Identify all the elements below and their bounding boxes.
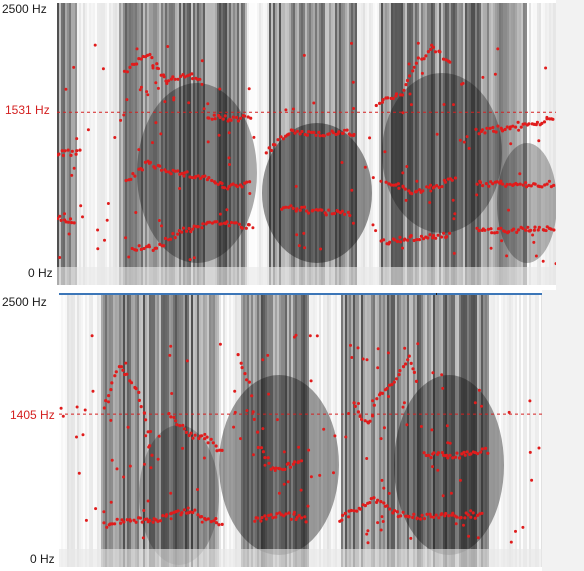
freq-max-label: 2500 Hz	[2, 2, 47, 16]
freq-min-label: 0 Hz	[30, 552, 55, 566]
cursor-frequency-label: 1531 Hz	[5, 103, 50, 117]
spectrogram-panel-top: 2500 Hz 1531 Hz 0 Hz	[2, 0, 584, 290]
spectrogram-plot[interactable]	[57, 3, 556, 285]
spectrogram-plot[interactable]	[59, 295, 542, 567]
formant-dots	[59, 333, 541, 545]
spectral-striations	[59, 295, 542, 567]
freq-max-label: 2500 Hz	[2, 295, 47, 309]
side-margin	[556, 0, 584, 290]
spectrogram-panel-bottom: 2500 Hz 1405 Hz 0 Hz	[0, 290, 584, 571]
freq-min-label: 0 Hz	[28, 266, 53, 280]
side-margin	[542, 290, 584, 571]
cursor-frequency-label: 1405 Hz	[10, 408, 55, 422]
spectrogram-canvas[interactable]	[57, 3, 556, 285]
formant-dots	[57, 41, 556, 266]
spectral-striations	[57, 3, 556, 285]
selection-line	[59, 293, 542, 295]
spectrogram-canvas[interactable]	[59, 295, 542, 567]
